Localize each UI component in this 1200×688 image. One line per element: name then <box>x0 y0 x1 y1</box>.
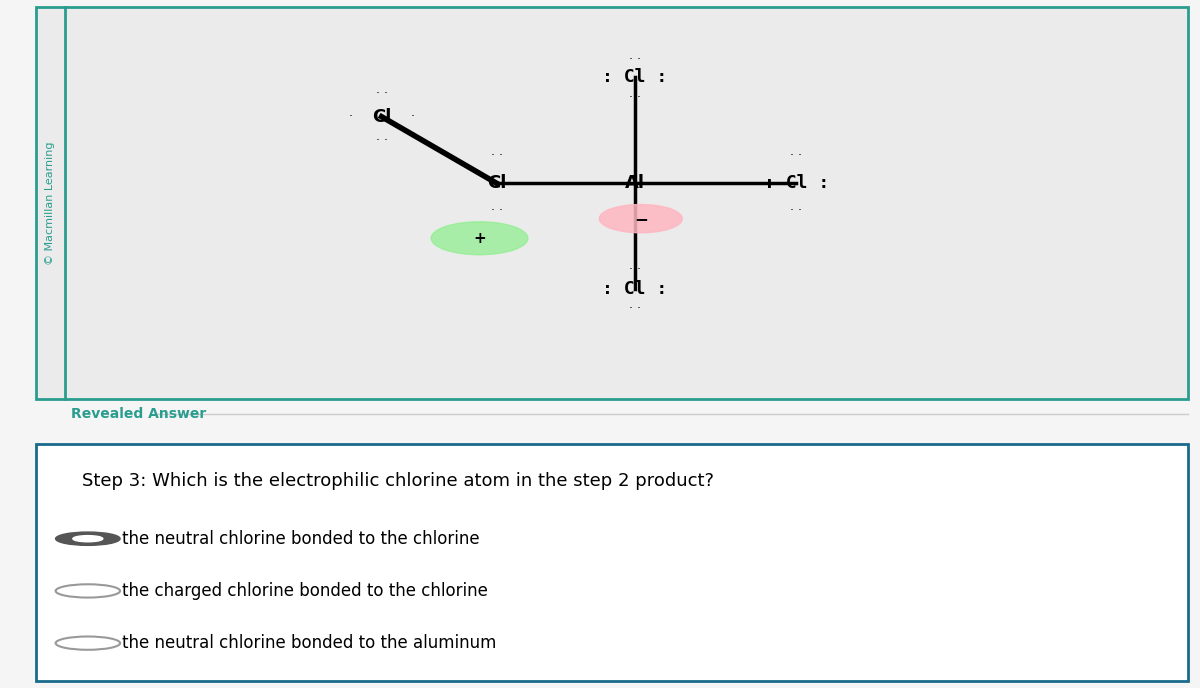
Text: ·: · <box>349 110 353 123</box>
Text: © Macmillan Learning: © Macmillan Learning <box>44 141 55 265</box>
Text: · ·: · · <box>376 133 388 147</box>
Text: the neutral chlorine bonded to the aluminum: the neutral chlorine bonded to the alumi… <box>122 634 497 652</box>
Text: Step 3: Which is the electrophilic chlorine atom in the step 2 product?: Step 3: Which is the electrophilic chlor… <box>82 472 714 491</box>
Circle shape <box>431 222 528 255</box>
Text: : Cl :: : Cl : <box>602 69 667 87</box>
Circle shape <box>55 532 120 546</box>
Text: · ·: · · <box>629 302 641 315</box>
Text: Al: Al <box>625 174 646 193</box>
Text: ·: · <box>410 110 414 123</box>
Circle shape <box>73 536 103 541</box>
FancyBboxPatch shape <box>36 7 1188 399</box>
Text: Cl: Cl <box>487 174 506 193</box>
Text: −: − <box>634 210 648 228</box>
Text: : Cl :: : Cl : <box>763 174 829 193</box>
Text: the neutral chlorine bonded to the chlorine: the neutral chlorine bonded to the chlor… <box>122 530 480 548</box>
Text: : Cl :: : Cl : <box>602 280 667 298</box>
Text: · ·: · · <box>629 54 641 66</box>
Text: · ·: · · <box>629 91 641 104</box>
FancyBboxPatch shape <box>36 444 1188 681</box>
Text: · ·: · · <box>791 149 803 162</box>
Text: · ·: · · <box>376 87 388 100</box>
Text: +: + <box>473 230 486 246</box>
Circle shape <box>599 204 683 233</box>
Text: · ·: · · <box>491 204 503 217</box>
Text: the charged chlorine bonded to the chlorine: the charged chlorine bonded to the chlor… <box>122 582 488 600</box>
Text: · ·: · · <box>491 149 503 162</box>
Text: · ·: · · <box>629 263 641 276</box>
Text: Cl: Cl <box>372 108 391 126</box>
Text: · ·: · · <box>791 204 803 217</box>
Text: Revealed Answer: Revealed Answer <box>71 407 206 421</box>
